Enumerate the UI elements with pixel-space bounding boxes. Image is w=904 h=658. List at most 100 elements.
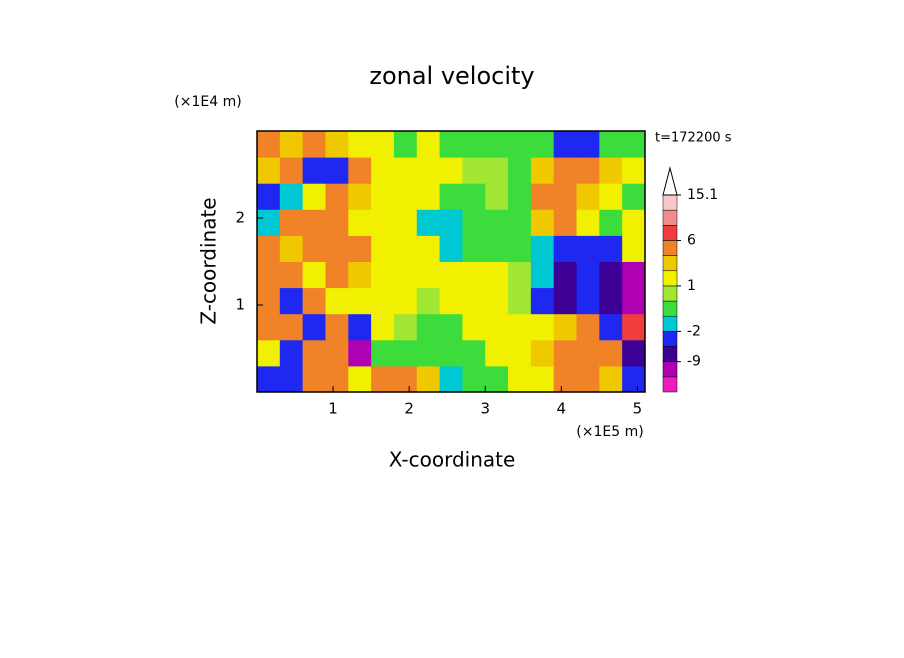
field-cell	[302, 183, 326, 210]
field-cell	[325, 183, 349, 210]
field-cell	[439, 131, 463, 158]
colorbar-band	[662, 361, 678, 378]
field-cell	[325, 365, 349, 393]
field-cell	[393, 261, 418, 289]
field-cell	[416, 157, 441, 184]
field-cell	[485, 261, 509, 289]
field-cell	[325, 235, 349, 262]
field-cell	[530, 261, 555, 289]
field-cell	[530, 235, 555, 262]
field-cell	[325, 339, 349, 367]
field-cell	[622, 287, 646, 315]
field-cell	[622, 183, 646, 210]
field-cell	[416, 365, 441, 393]
field-cell	[508, 209, 532, 236]
field-cell	[508, 157, 532, 184]
field-cell	[553, 313, 578, 341]
field-cell	[325, 157, 349, 184]
field-cell	[348, 339, 372, 367]
x-tick-label: 3	[480, 400, 490, 418]
colorbar-arrow	[662, 166, 678, 196]
field-cell	[553, 209, 578, 236]
field-cell	[599, 235, 623, 262]
field-cell	[553, 365, 578, 393]
field-cell	[530, 365, 555, 393]
field-cell	[462, 209, 486, 236]
field-cell	[576, 313, 600, 341]
field-cell	[508, 339, 532, 367]
field-cell	[348, 157, 372, 184]
field-cell	[348, 209, 372, 236]
field-cell	[279, 339, 304, 367]
field-cell	[348, 235, 372, 262]
field-cell	[462, 183, 486, 210]
y-tick-label: 1	[235, 296, 245, 314]
field-cell	[508, 183, 532, 210]
field-cell	[439, 313, 463, 341]
field-cell	[325, 261, 349, 289]
field-cell	[576, 261, 600, 289]
field-cell	[462, 235, 486, 262]
y-unit: (×1E4 m)	[174, 94, 241, 110]
field-cell	[439, 209, 463, 236]
field-cell	[599, 261, 623, 289]
field-cell	[279, 313, 304, 341]
field-cell	[439, 235, 463, 262]
field-cell	[485, 183, 509, 210]
field-cell	[279, 157, 304, 184]
field-cell	[371, 287, 395, 315]
field-cell	[325, 313, 349, 341]
field-cell	[576, 183, 600, 210]
field-cell	[416, 131, 441, 158]
field-cell	[302, 261, 326, 289]
field-cell	[485, 287, 509, 315]
field-cell	[371, 339, 395, 367]
field-cell	[416, 287, 441, 315]
field-cell	[462, 287, 486, 315]
field-cell	[599, 157, 623, 184]
field-cell	[462, 131, 486, 158]
field-cell	[530, 131, 555, 158]
field-cell	[348, 313, 372, 341]
field-cell	[257, 287, 281, 315]
field-cell	[279, 235, 304, 262]
field-cell	[302, 235, 326, 262]
field-cell	[576, 157, 600, 184]
field-cell	[302, 157, 326, 184]
field-cell	[393, 209, 418, 236]
field-cell	[485, 235, 509, 262]
field-cell	[599, 339, 623, 367]
field-cell	[553, 287, 578, 315]
colorbar-band	[662, 376, 678, 393]
field-cell	[348, 287, 372, 315]
field-cell	[622, 235, 646, 262]
field-cell	[302, 131, 326, 158]
field-cell	[371, 365, 395, 393]
field-cell	[416, 235, 441, 262]
field-cell	[371, 209, 395, 236]
time-label: t=172200 s	[655, 131, 732, 146]
field-cell	[553, 183, 578, 210]
field-cell	[371, 235, 395, 262]
x-tick-label: 4	[557, 400, 567, 418]
field-cell	[530, 157, 555, 184]
field-cell	[393, 235, 418, 262]
x-unit: (×1E5 m)	[576, 424, 643, 440]
field-cell	[530, 209, 555, 236]
field-cell	[257, 235, 281, 262]
field-cell	[257, 261, 281, 289]
field-cell	[576, 287, 600, 315]
field-cell	[371, 183, 395, 210]
field-cell	[485, 365, 509, 393]
field-cell	[302, 339, 326, 367]
field-cell	[622, 261, 646, 289]
field-cell	[348, 261, 372, 289]
colorbar-band	[662, 270, 678, 287]
field-cell	[530, 183, 555, 210]
field-cell	[416, 313, 441, 341]
field-cell	[279, 261, 304, 289]
field-cell	[622, 339, 646, 367]
colorbar-band	[662, 285, 678, 302]
field-cell	[622, 209, 646, 236]
